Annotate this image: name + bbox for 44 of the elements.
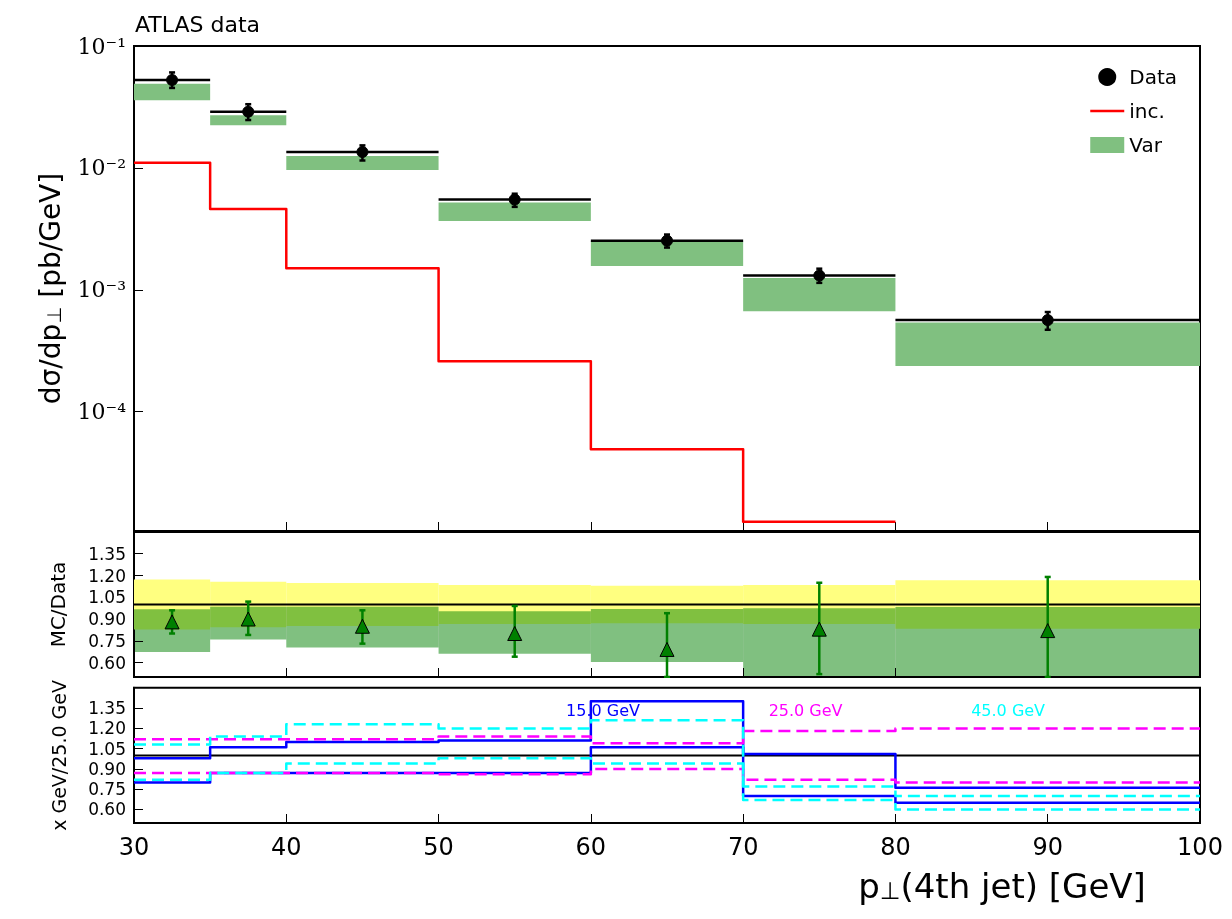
y-tick-label: 10⁻³	[77, 277, 126, 303]
x-tick-label: 50	[423, 833, 454, 861]
chart-title: ATLAS data	[135, 11, 261, 37]
y-tick-label: 1.20	[88, 565, 126, 586]
x-tick-label: 80	[880, 833, 911, 861]
y-axis-title: x GeV/25.0 GeV	[47, 680, 70, 831]
x-tick-label: 60	[575, 833, 607, 861]
y-tick-label: 1.35	[88, 543, 126, 564]
y-tick-label: 0.75	[88, 779, 126, 800]
x-tick-label: 40	[271, 833, 302, 861]
y-tick-label: 0.90	[88, 758, 126, 779]
y-tick-label: 1.05	[88, 587, 126, 608]
series-label: 25.0 GeV	[768, 701, 843, 721]
point	[240, 611, 256, 627]
point	[354, 618, 370, 634]
x-tick-label: 70	[727, 833, 759, 861]
y-tick-label: 0.60	[88, 799, 126, 820]
point	[1040, 623, 1056, 639]
text: 45.0 GeV	[971, 701, 1046, 721]
y-tick-label: 10⁻²	[77, 155, 126, 181]
y-tick-label: 0.90	[88, 609, 126, 629]
point	[164, 614, 180, 630]
x-tick-label: 100	[1177, 833, 1223, 861]
point	[811, 621, 827, 637]
y-tick-label: 1.05	[88, 738, 126, 759]
point	[659, 641, 675, 657]
y-tick-label: 10⁻¹	[77, 33, 126, 59]
y-tick-label: 0.60	[88, 652, 126, 673]
point	[507, 626, 523, 641]
point	[1041, 314, 1054, 327]
point	[813, 269, 826, 282]
point	[242, 105, 255, 118]
y-tick-label: 1.20	[88, 718, 126, 739]
x-axis-title: p⊥(4th jet) [GeV]	[858, 866, 1146, 906]
y-axis-title: dσ/dp⊥ [pb/GeV]	[33, 172, 67, 405]
y-tick-label: 1.35	[88, 698, 126, 719]
legend-label: Data	[1129, 65, 1178, 89]
x-tick-label: 30	[118, 833, 150, 861]
legend-label: inc.	[1129, 99, 1165, 123]
legend-label: Var	[1129, 133, 1163, 157]
y-tick-label: 10⁻⁴	[77, 399, 127, 425]
x-tick-label: 90	[1032, 833, 1063, 861]
y-tick-label: 0.75	[88, 630, 126, 651]
y-axis-title: MC/Data	[46, 561, 70, 648]
